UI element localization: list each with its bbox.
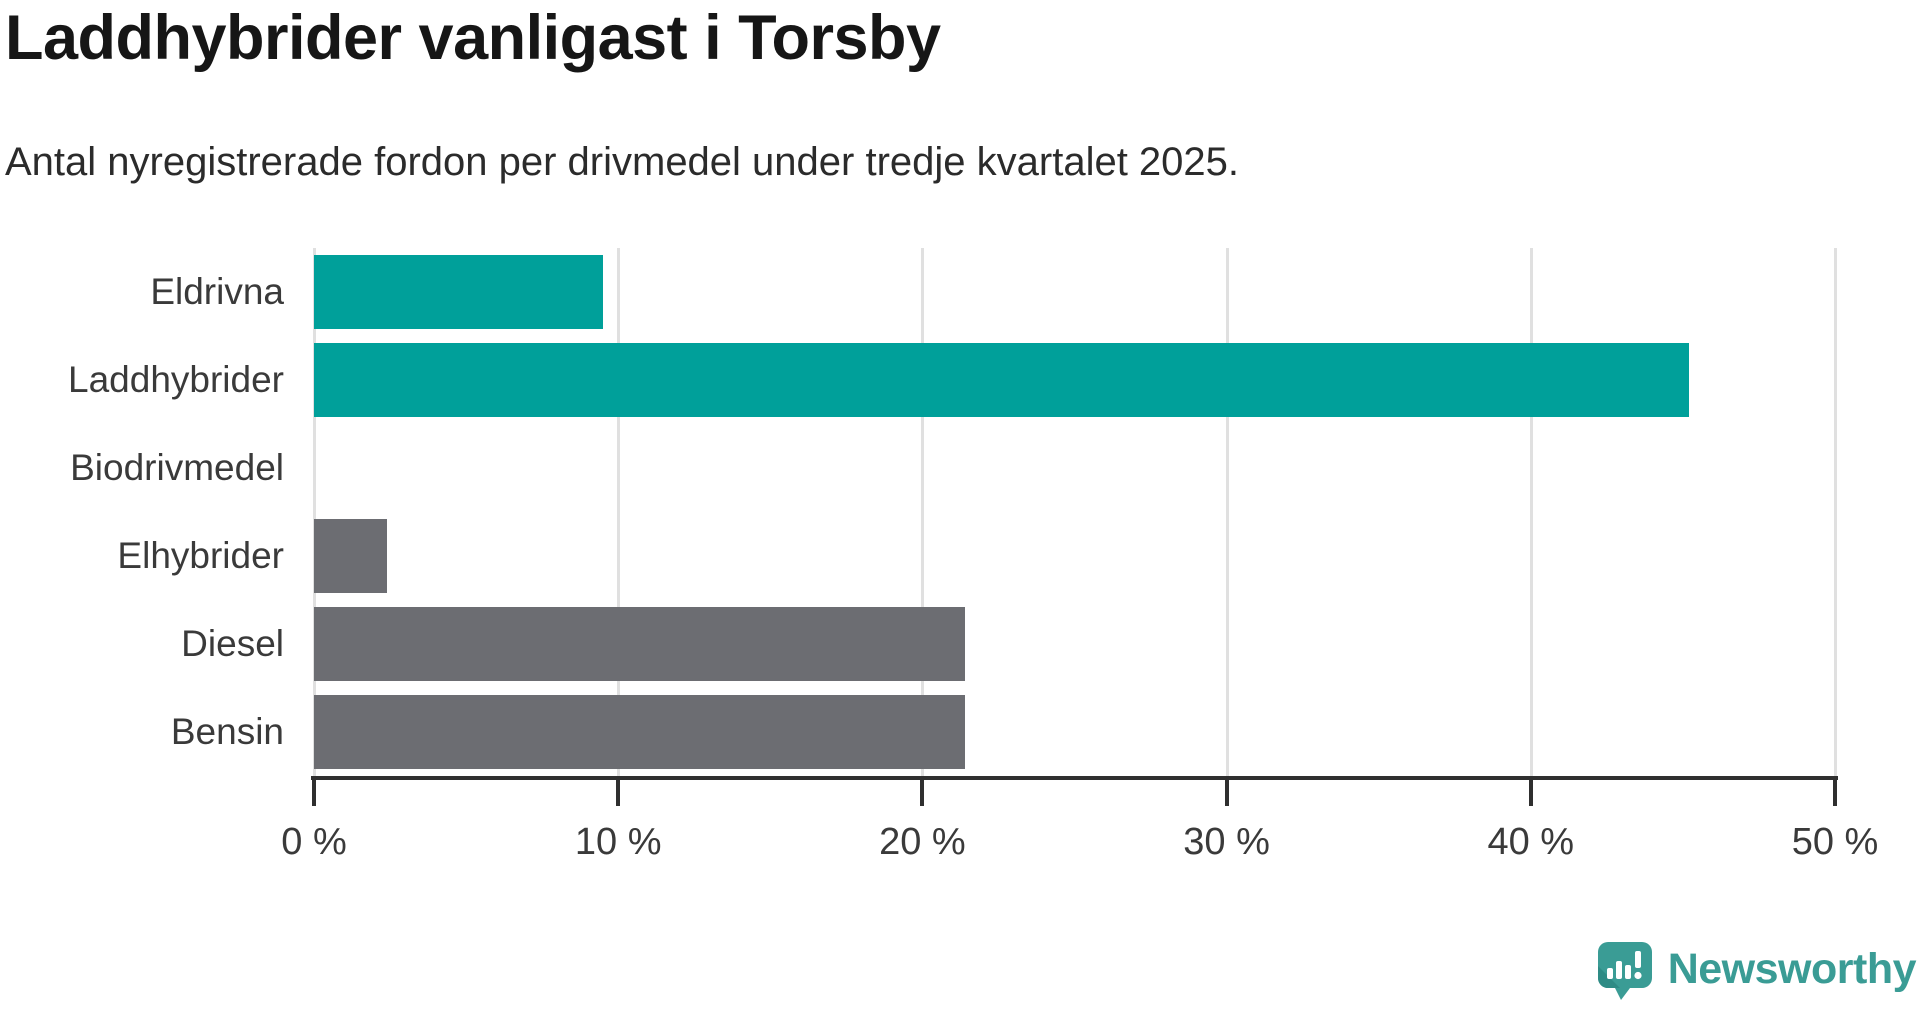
bar-elhybrider bbox=[314, 519, 387, 593]
x-axis-tick-40 bbox=[1528, 776, 1533, 806]
bar-row: Elhybrider bbox=[0, 512, 1835, 600]
bar-row: Diesel bbox=[0, 600, 1835, 688]
gridline-40 bbox=[1529, 248, 1533, 776]
x-axis-tick-0 bbox=[312, 776, 316, 806]
x-axis-tick-10 bbox=[616, 776, 621, 806]
bar-track bbox=[314, 255, 1835, 329]
x-axis-tick-label: 0 % bbox=[281, 821, 347, 863]
x-axis-tick-50 bbox=[1833, 776, 1837, 806]
category-label: Bensin bbox=[170, 711, 284, 752]
bar-track bbox=[314, 431, 1835, 505]
category-label: Laddhybrider bbox=[68, 359, 284, 400]
bar-rows: Eldrivna Laddhybrider Biodrivmedel Elhybrid… bbox=[0, 248, 1835, 776]
x-axis-line bbox=[311, 776, 1838, 780]
bar-track bbox=[314, 695, 1835, 769]
bar-row: Eldrivna bbox=[0, 248, 1835, 336]
bar-laddhybrider bbox=[314, 343, 1689, 417]
bar-track bbox=[314, 607, 1835, 681]
newsworthy-logo-text: Newsworthy bbox=[1667, 944, 1917, 993]
gridline-0 bbox=[313, 248, 316, 776]
x-axis-tick-30 bbox=[1224, 776, 1229, 806]
bar-track bbox=[314, 519, 1835, 593]
category-label: Biodrivmedel bbox=[70, 447, 284, 488]
gridline-20 bbox=[921, 248, 925, 776]
category-label: Eldrivna bbox=[150, 271, 284, 312]
gridline-10 bbox=[617, 248, 621, 776]
bar-row: Biodrivmedel bbox=[0, 424, 1835, 512]
newsworthy-logo[interactable]: Newsworthy bbox=[1597, 942, 1917, 1006]
gridline-30 bbox=[1225, 248, 1229, 776]
gridline-50 bbox=[1834, 248, 1837, 776]
x-axis-tick-label: 20 % bbox=[879, 821, 966, 863]
x-axis-tick-label: 30 % bbox=[1183, 821, 1270, 863]
newsworthy-logo-icon bbox=[1597, 942, 1652, 1000]
x-axis-tick-label: 10 % bbox=[574, 821, 662, 863]
x-axis-tick-label: 50 % bbox=[1791, 821, 1879, 863]
chart-title: Laddhybrider vanligast i Torsby bbox=[5, 3, 941, 73]
gridlines bbox=[313, 248, 1837, 776]
bar-track bbox=[314, 343, 1835, 417]
bar-bensin bbox=[314, 695, 965, 769]
bar-row: Laddhybrider bbox=[0, 336, 1835, 424]
bar-eldrivna bbox=[314, 255, 603, 329]
bar-diesel bbox=[314, 607, 965, 681]
category-label: Diesel bbox=[181, 623, 284, 664]
category-label: Elhybrider bbox=[117, 535, 284, 576]
bar-chart-plot-area: Eldrivna Laddhybrider Biodrivmedel Elhybrid… bbox=[68, 248, 1837, 776]
x-axis-tick-20 bbox=[920, 776, 925, 806]
chart-subtitle: Antal nyregistrerade fordon per drivmede… bbox=[5, 140, 1240, 184]
bar-row: Bensin bbox=[0, 688, 1835, 776]
x-axis-tick-label: 40 % bbox=[1487, 821, 1575, 863]
